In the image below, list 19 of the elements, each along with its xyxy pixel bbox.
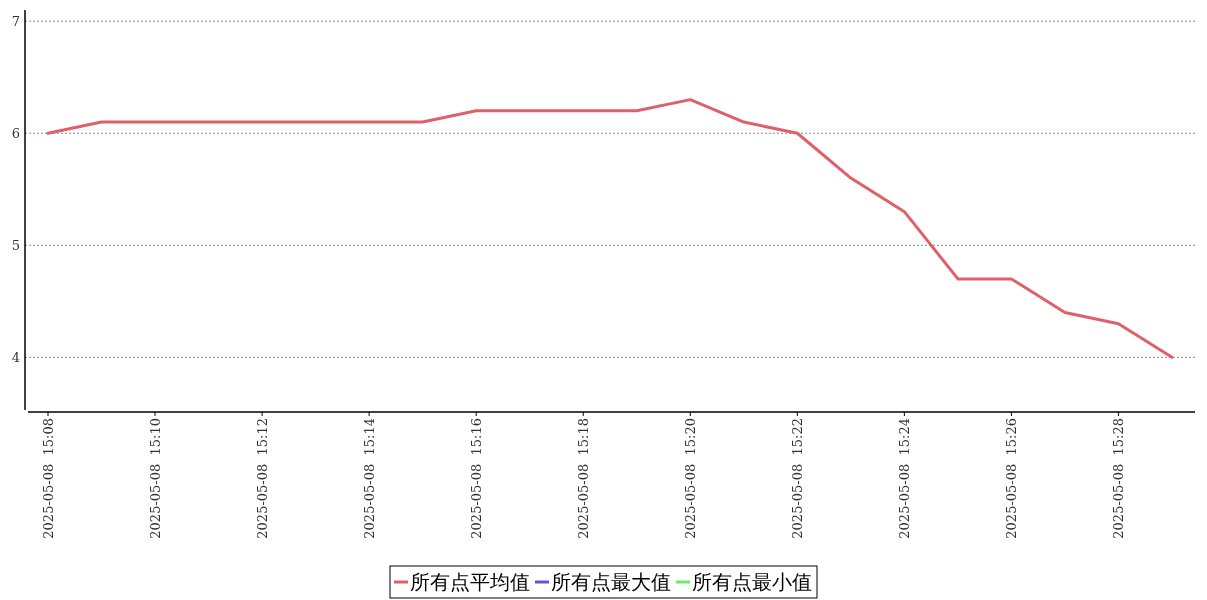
x-tick-label: 2025-05-08 15:14 xyxy=(362,418,378,539)
x-tick-label: 2025-05-08 15:22 xyxy=(790,418,806,539)
x-tick-label: 2025-05-08 15:24 xyxy=(897,418,913,539)
y-tick-label: 4 xyxy=(11,350,20,366)
x-tick-label: 2025-05-08 15:18 xyxy=(576,418,592,539)
x-tick-label: 2025-05-08 15:16 xyxy=(469,418,485,539)
y-tick-label: 6 xyxy=(11,126,20,142)
x-tick-label: 2025-05-08 15:08 xyxy=(41,418,57,539)
legend-label: 所有点最大值 xyxy=(551,570,671,594)
line-series xyxy=(46,98,1174,359)
x-tick-label: 2025-05-08 15:12 xyxy=(255,418,271,539)
x-tick-label: 2025-05-08 15:28 xyxy=(1111,418,1127,539)
x-tick-label: 2025-05-08 15:26 xyxy=(1004,418,1020,539)
y-tick-label: 5 xyxy=(11,238,20,254)
x-tick-label: 2025-05-08 15:20 xyxy=(683,418,699,539)
y-tick-label: 7 xyxy=(11,14,20,30)
x-tick-label: 2025-05-08 15:10 xyxy=(148,418,164,539)
legend-label: 所有点最小值 xyxy=(692,570,812,594)
legend-label: 所有点平均值 xyxy=(410,570,530,594)
